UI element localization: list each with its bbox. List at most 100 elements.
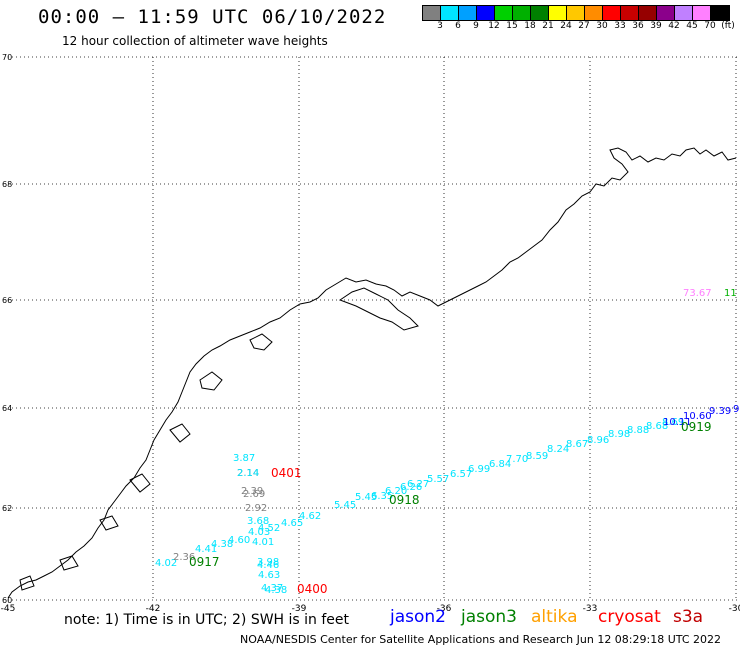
wave-height-label: 4.37 [261, 583, 283, 594]
credit-line: NOAA/NESDIS Center for Satellite Applica… [240, 633, 722, 646]
wave-height-label: 8.24 [547, 444, 569, 455]
scale-label: 30 [596, 21, 608, 31]
color-swatch [495, 6, 513, 20]
scale-label: 45 [686, 21, 698, 31]
scale-label: 70 [704, 21, 716, 31]
wave-height-label: 6.26 [400, 482, 422, 493]
lat-tick-label: 66 [2, 296, 12, 305]
lon-tick-label: -36 [437, 604, 452, 614]
lon-tick-label: -30 [729, 604, 740, 614]
wave-height-label: 6.99 [468, 464, 490, 475]
wave-height-label: 2.69 [243, 489, 265, 500]
scale-label: 27 [578, 21, 590, 31]
lat-tick-label: 60 [2, 596, 12, 605]
scale-label: 39 [650, 21, 662, 31]
wave-height-label: 6.27 [407, 479, 429, 490]
wave-height-label: 11 [724, 288, 737, 299]
wave-height-label: 2.39 [241, 486, 263, 497]
color-swatch [585, 6, 603, 20]
lon-tick-label: -45 [1, 604, 16, 614]
scale-label: (ft) [721, 21, 735, 31]
color-swatch [693, 6, 711, 20]
wave-height-label: 10.11 [663, 417, 692, 428]
map-title: 00:00 – 11:59 UTC 06/10/2022 [38, 6, 387, 28]
wave-height-label: 2.14 [237, 468, 259, 479]
scale-label: 6 [455, 21, 461, 31]
color-swatch [531, 6, 549, 20]
scale-label: 42 [668, 21, 680, 31]
wave-height-label: 4.38 [211, 539, 233, 550]
wave-height-label: 4.62 [299, 511, 321, 522]
wave-height-label: 5.45 [334, 500, 356, 511]
color-swatch [621, 6, 639, 20]
wave-height-label: 4.03 [248, 527, 270, 538]
wave-height-label: 6.20 [385, 486, 407, 497]
lat-tick-label: 68 [2, 180, 12, 189]
color-scale-labels: 3 6 9 12 15 18 21 24 27 30 33 36 39 42 4… [422, 21, 740, 33]
pass-time-label: 0401 [271, 466, 302, 480]
wave-height-label: 3.68 [247, 516, 269, 527]
scale-label: 3 [437, 21, 443, 31]
wave-height-label: 8.59 [526, 451, 548, 462]
lon-tick-label: -42 [146, 604, 161, 614]
wave-height-label: 8.88 [627, 425, 649, 436]
wave-height-label: 4.60 [228, 535, 250, 546]
wave-height-label: 10.60 [683, 411, 712, 422]
satellite-jason3: jason3 [461, 607, 517, 627]
coastline-fjords [19, 287, 419, 591]
wave-height-label: 4.65 [281, 518, 303, 529]
wave-height-label: 6.35 [371, 491, 393, 502]
lon-tick-label: -39 [292, 604, 307, 614]
wave-height-label: 5.45 [355, 492, 377, 503]
color-swatch [549, 6, 567, 20]
scale-label: 15 [506, 21, 518, 31]
wave-height-label: 6.57 [450, 469, 472, 480]
color-scale-bar [422, 5, 730, 21]
greenland-coastline [7, 147, 737, 599]
observation-layer: 3.872.142.142.392.692.923.684.034.524.01… [155, 288, 740, 596]
color-swatch [567, 6, 585, 20]
wave-height-label: 8.68 [646, 421, 668, 432]
color-swatch [639, 6, 657, 20]
footnote: note: 1) Time is in UTC; 2) SWH is in fe… [64, 612, 350, 628]
scale-label: 36 [632, 21, 644, 31]
scale-label: 9 [473, 21, 479, 31]
scale-label: 21 [542, 21, 554, 31]
wave-height-label: 2.92 [245, 503, 267, 514]
wave-height-label: 8.96 [587, 435, 609, 446]
wave-height-label: 4.38 [265, 585, 287, 596]
wave-height-label: 4.41 [195, 544, 217, 555]
wave-height-label: 8.69 [662, 417, 684, 428]
wave-height-label: 4.63 [258, 570, 280, 581]
wave-height-label: 8.67 [566, 439, 588, 450]
scale-label: 12 [488, 21, 500, 31]
satellite-altika: altika [531, 607, 578, 627]
wave-height-label: 4.46 [257, 560, 279, 571]
wave-height-label: 7.70 [506, 454, 528, 465]
wave-height-label: 6.84 [489, 459, 511, 470]
color-swatch [711, 6, 729, 20]
pass-time-label: 0400 [297, 582, 328, 596]
satellite-jason2: jason2 [390, 607, 446, 627]
lat-tick-label: 64 [2, 404, 12, 413]
lon-tick-label: -33 [583, 604, 598, 614]
color-swatch [657, 6, 675, 20]
scale-label: 24 [560, 21, 572, 31]
color-swatch [675, 6, 693, 20]
color-swatch [513, 6, 531, 20]
wave-height-label: 5.57 [427, 474, 449, 485]
lat-tick-label: 62 [2, 504, 12, 513]
graticule [8, 56, 737, 601]
scale-label: 33 [614, 21, 626, 31]
wave-height-label: 4.02 [155, 558, 177, 569]
wave-height-label: 2.36 [173, 552, 195, 563]
color-swatch [477, 6, 495, 20]
wave-height-label: 3.98 [257, 557, 279, 568]
satellite-s3a: s3a [673, 607, 704, 627]
pass-time-label: 0917 [189, 555, 220, 569]
color-swatch [441, 6, 459, 20]
color-swatch [459, 6, 477, 20]
wave-height-label: 73.67 [683, 288, 712, 299]
wave-height-label: 8.98 [608, 429, 630, 440]
